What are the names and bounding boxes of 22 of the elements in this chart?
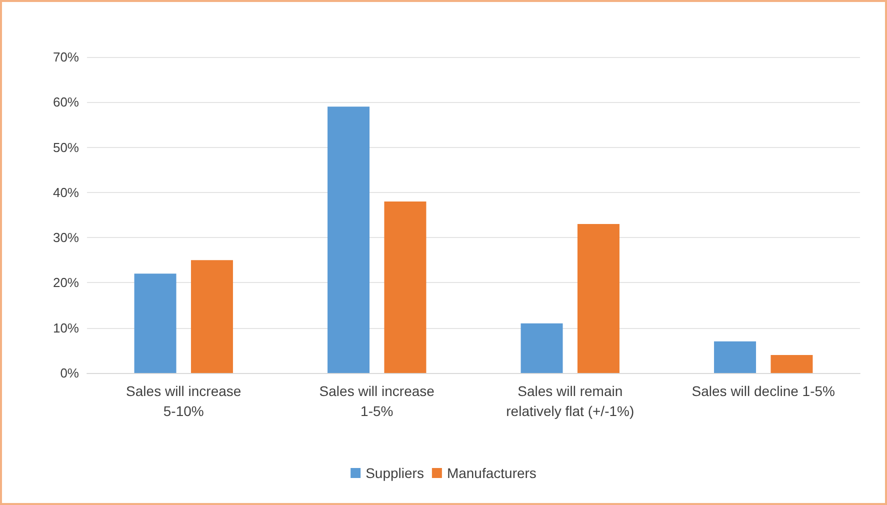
y-tick-label: 40%	[52, 184, 80, 200]
y-tick-label: 60%	[52, 94, 80, 110]
bar	[714, 341, 756, 373]
bar	[190, 260, 233, 373]
bar	[520, 323, 563, 373]
bar	[134, 274, 176, 373]
legend-label: Manufacturers	[446, 465, 536, 481]
y-tick-label: 30%	[52, 230, 80, 246]
bar	[577, 224, 620, 373]
bar	[770, 354, 813, 373]
y-tick-label: 10%	[52, 320, 80, 336]
bar	[384, 201, 426, 373]
bar	[328, 106, 370, 373]
x-tick-label: Sales will decline 1-5%	[692, 383, 835, 399]
y-tick-label: 20%	[52, 275, 80, 290]
y-tick-label: 0%	[60, 366, 80, 380]
legend-label: Suppliers	[366, 465, 424, 481]
x-tick-label: Sales will increase 1-5%	[319, 383, 435, 419]
y-tick-label: 50%	[52, 140, 80, 155]
x-tick-label: Sales will remain relatively flat (+/-1%)	[506, 383, 634, 419]
y-tick-label: 70%	[52, 50, 80, 64]
x-tick-label: Sales will increase 5-10%	[126, 383, 242, 419]
